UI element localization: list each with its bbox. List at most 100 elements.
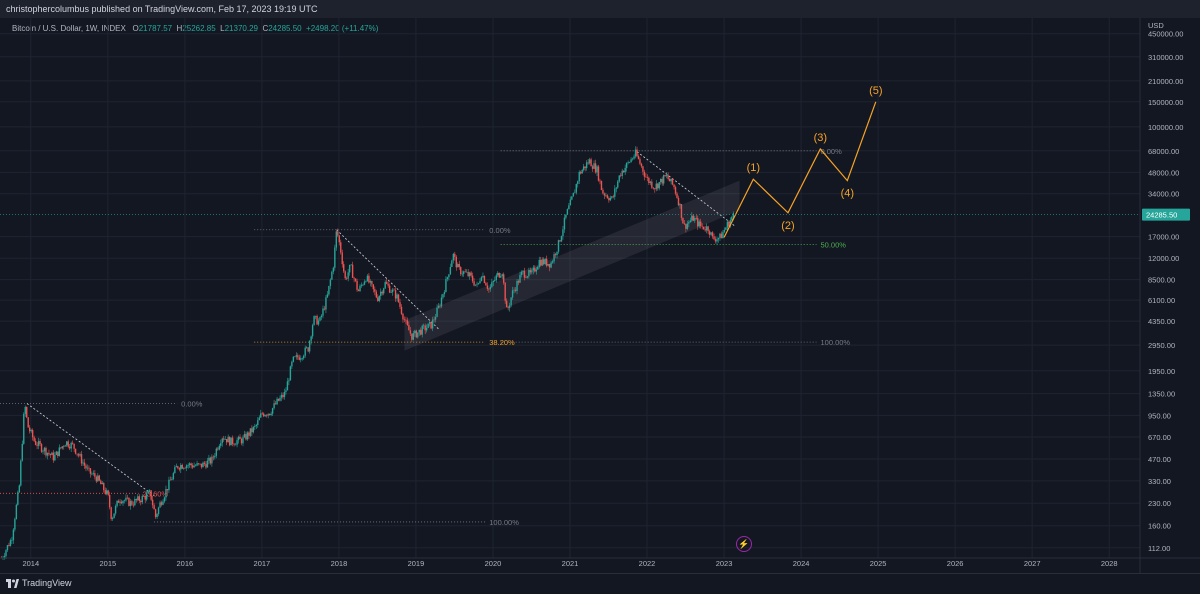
candle-body [328, 285, 330, 295]
candle-body [255, 424, 258, 426]
candle-body [300, 358, 302, 360]
candle-body [366, 275, 369, 282]
x-tick-label: 2020 [485, 559, 502, 568]
candle-body [369, 281, 372, 283]
candle-body [705, 226, 708, 231]
candle-body [51, 452, 53, 456]
candle-body [529, 270, 532, 273]
candle-body [682, 217, 684, 224]
price-chart[interactable]: 0.00% 23.60% 100.00% 0.00% 38.20% 100.00% 0.00… [0, 18, 1200, 573]
x-tick-label: 2023 [716, 559, 733, 568]
candle-body [111, 518, 114, 519]
candle-body [556, 251, 558, 256]
candle-body [648, 177, 650, 183]
fib-label: 38.20% [489, 338, 515, 347]
candle-body [203, 462, 206, 464]
candle-body [295, 355, 298, 357]
y-tick-label: 230.00 [1148, 499, 1171, 508]
candle-body [143, 496, 145, 497]
candle-body [66, 441, 68, 446]
candle-body [510, 297, 512, 306]
candle-body [691, 215, 693, 221]
candle-body [254, 425, 256, 427]
candle-body [614, 188, 616, 197]
candle-body [82, 462, 84, 464]
candle-body [585, 162, 588, 169]
candle-body [394, 290, 397, 299]
candle-body [385, 282, 388, 284]
candle-body [249, 428, 252, 436]
candle-body [474, 284, 477, 286]
time-axis: 2014 2015 2016 2017 2018 2019 2020 2021 2022 2023… [0, 557, 1200, 568]
candle-body [403, 319, 406, 321]
candle-body [160, 502, 163, 505]
lightning-icon[interactable]: ⚡ [736, 536, 752, 552]
candle-body [577, 181, 579, 184]
candle-body [68, 446, 71, 449]
candle-body [582, 166, 585, 170]
y-tick-label: 150000.00 [1148, 98, 1183, 107]
candle-body [500, 276, 502, 278]
candle-body [437, 305, 440, 308]
candle-body [657, 183, 659, 189]
y-tick-label: 950.00 [1148, 411, 1171, 420]
x-tick-label: 2019 [408, 559, 425, 568]
candle-body [347, 272, 349, 279]
candle-body [383, 288, 385, 294]
candle-body [217, 448, 219, 450]
candle-body [580, 171, 582, 174]
candle-body [184, 467, 186, 469]
candle-body [491, 282, 493, 287]
candle-body [457, 263, 459, 268]
candle-body [251, 428, 253, 433]
candle-body [353, 277, 355, 279]
candle-body [24, 406, 26, 414]
candle-body [668, 178, 671, 182]
candle-body [97, 475, 99, 482]
candle-body [590, 159, 592, 167]
candle-body [714, 239, 717, 242]
candle-body [542, 259, 545, 265]
candle-body [618, 175, 620, 182]
candle-body [414, 330, 416, 334]
candle-body [362, 284, 364, 286]
candle-body [88, 467, 90, 469]
candle-body [701, 226, 703, 227]
candle-body [634, 149, 637, 157]
candle-body [325, 297, 327, 310]
candle-body [14, 519, 16, 530]
candle-body [79, 454, 81, 456]
symbol-legend[interactable]: Bitcoin / U.S. Dollar, 1W, INDEX O21787.… [12, 24, 378, 33]
candle-body [534, 267, 536, 272]
candle-body [237, 436, 240, 441]
candle-body [402, 313, 404, 320]
candle-body [454, 253, 456, 257]
candle-body [92, 473, 95, 474]
candle-body [329, 279, 332, 286]
candle-body [390, 292, 392, 293]
candle-body [288, 380, 290, 382]
candle-body [49, 453, 52, 456]
y-tick-label: 470.00 [1148, 455, 1171, 464]
candle-body [60, 447, 62, 449]
candle-body [381, 291, 383, 294]
candle-body [94, 473, 96, 477]
candle-body [597, 166, 600, 181]
fib-label: 0.00% [489, 226, 511, 235]
candle-body [372, 284, 375, 290]
candle-body [436, 307, 438, 317]
candle-body [600, 180, 603, 190]
candle-body [421, 325, 423, 335]
low-value: 21370.29 [224, 24, 258, 33]
candle-body [350, 264, 352, 266]
candle-body [242, 437, 244, 444]
candle-body [400, 306, 403, 314]
candle-body [126, 497, 129, 499]
candle-body [36, 444, 38, 446]
candle-body [625, 162, 628, 168]
candle-body [489, 286, 492, 290]
candle-body [480, 277, 483, 281]
candle-body [722, 232, 724, 239]
candle-body [697, 218, 699, 227]
candle-body [563, 217, 566, 230]
